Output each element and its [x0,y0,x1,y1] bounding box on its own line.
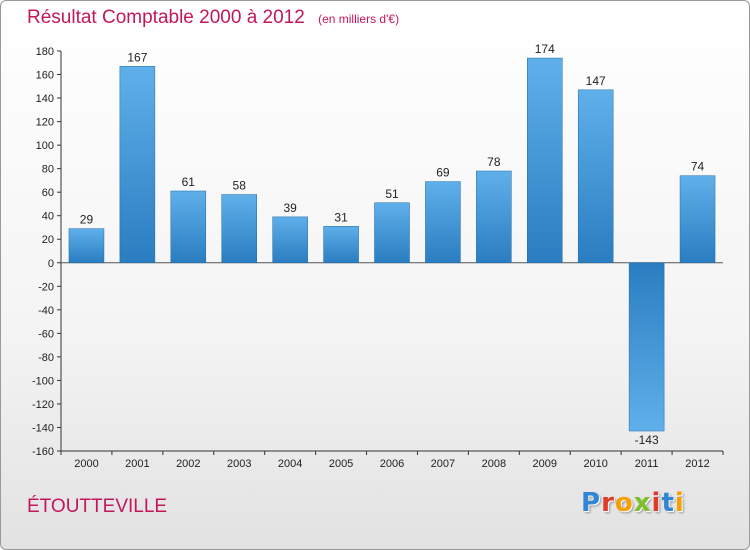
value-label-2011: -143 [635,433,659,447]
y-tick-label: 140 [36,93,54,105]
x-tick-label: 2005 [329,458,353,470]
y-tick-label: 120 [36,117,54,129]
y-tick-label: 20 [42,234,54,246]
value-label-2000: 29 [80,213,94,227]
value-label-2008: 78 [487,155,501,169]
chart-title: Résultat Comptable 2000 à 2012 (en milli… [27,7,399,29]
logo-letter: x [633,488,652,518]
y-tick-label: 0 [48,258,54,270]
value-label-2010: 147 [586,74,606,88]
bar-2008 [476,170,512,264]
y-tick-label: 160 [36,70,54,82]
x-tick-label: 2003 [227,458,251,470]
logo-letter: t [661,488,675,518]
value-label-2005: 31 [334,210,348,224]
y-tick-label: -140 [32,422,54,434]
bar-2005 [323,226,359,264]
proxiti-logo: Proxiti [581,488,685,518]
x-tick-label: 2002 [176,458,200,470]
logo-letter: i [651,488,662,518]
bar-2007 [425,181,461,264]
y-tick-label: -40 [38,305,54,317]
y-tick-label: -60 [38,328,54,340]
x-tick-label: 2009 [533,458,557,470]
y-tick-label: -160 [32,446,54,458]
value-label-2004: 39 [283,201,297,215]
x-tick-label: 2011 [635,458,659,470]
chart-title-text: Résultat Comptable 2000 à 2012 [27,7,305,28]
value-label-2003: 58 [233,179,247,193]
y-tick-label: -20 [38,281,54,293]
y-tick-label: 40 [42,211,54,223]
x-tick-label: 2000 [74,458,98,470]
logo-letter: o [614,488,634,518]
x-tick-label: 2006 [380,458,404,470]
value-label-2002: 61 [182,175,196,189]
bar-2002 [170,190,207,264]
value-label-2009: 174 [535,42,555,56]
commune-name: ÉTOUTTEVILLE [27,496,168,517]
bar-2006 [374,202,410,264]
x-tick-label: 2001 [125,458,149,470]
y-tick-label: 180 [36,46,54,58]
bar-2001 [119,66,156,264]
x-tick-label: 2004 [278,458,302,470]
x-tick-label: 2007 [431,458,455,470]
value-label-2006: 51 [385,187,399,201]
y-tick-label: -120 [32,399,54,411]
y-tick-label: -100 [32,375,54,387]
value-label-2007: 69 [436,166,450,180]
bar-2011 [628,262,665,432]
bar-2010 [577,89,614,264]
y-tick-label: 80 [42,164,54,176]
x-tick-label: 2008 [482,458,506,470]
x-tick-label: 2010 [583,458,607,470]
bar-2012 [679,175,716,264]
y-tick-label: 60 [42,187,54,199]
bar-2009 [527,57,563,264]
bar-2003 [221,194,257,264]
y-tick-label: 100 [36,140,54,152]
logo-letter: r [601,488,615,518]
x-tick-label: 2012 [685,458,709,470]
bar-2000 [68,228,105,264]
value-label-2012: 74 [691,160,705,174]
chart-subtitle: (en milliers d'€) [318,12,400,26]
logo-letter: i [674,488,685,518]
bar-2004 [272,216,308,264]
y-tick-label: -80 [38,352,54,364]
value-label-2001: 167 [127,50,147,64]
logo-letter: P [581,488,602,518]
